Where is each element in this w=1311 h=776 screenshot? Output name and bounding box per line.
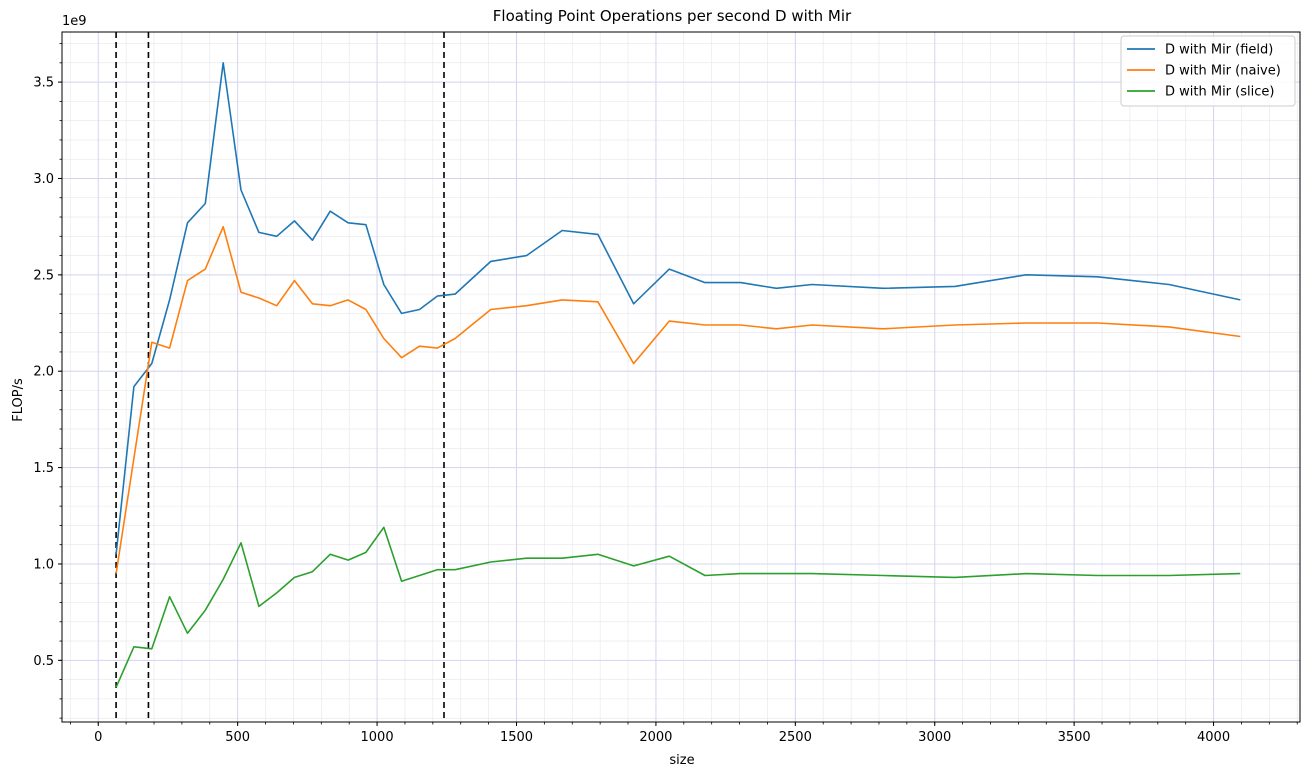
y-axis-ticks: 0.5 1.0 1.5 2.0 2.5 3.0 3.5 [33, 43, 62, 719]
x-tick-label: 0 [94, 730, 102, 745]
x-tick-label: 2500 [779, 730, 812, 745]
series-line [115, 225, 1241, 574]
y-tick-label: 3.0 [33, 172, 54, 187]
x-tick-label: 1500 [500, 730, 533, 745]
series-line [115, 526, 1241, 688]
legend: D with Mir (field) D with Mir (naive) D wi… [1120, 35, 1296, 107]
y-tick-label: 3.5 [33, 76, 54, 91]
series-line [115, 61, 1241, 555]
y-offset-label: 1e9 [62, 14, 87, 29]
y-tick-label: 0.5 [33, 654, 54, 669]
y-tick-label: 2.0 [33, 365, 54, 380]
y-axis-label: FLOP/s [11, 378, 26, 422]
minor-grid [62, 32, 1300, 722]
x-axis-label: size [669, 753, 694, 768]
legend-label: D with Mir (slice) [1165, 85, 1274, 100]
y-tick-label: 1.5 [33, 461, 54, 476]
series-group [115, 61, 1241, 688]
legend-box [1120, 35, 1296, 107]
major-grid [62, 32, 1300, 722]
x-tick-label: 3500 [1058, 730, 1091, 745]
x-tick-label: 3000 [918, 730, 951, 745]
x-axis-ticks: 0 500 1000 1500 2000 2500 3000 3500 4000 [69, 722, 1298, 745]
plot-frame [61, 31, 1301, 723]
legend-label: D with Mir (naive) [1165, 64, 1281, 79]
y-tick-label: 2.5 [33, 268, 54, 283]
x-tick-label: 4000 [1197, 730, 1230, 745]
chart-title: Floating Point Operations per second D w… [493, 7, 852, 25]
x-tick-label: 2000 [639, 730, 672, 745]
reference-lines [115, 32, 445, 722]
y-tick-label: 1.0 [33, 557, 54, 572]
x-tick-label: 500 [225, 730, 250, 745]
legend-label: D with Mir (field) [1165, 43, 1273, 58]
x-tick-label: 1000 [361, 730, 394, 745]
